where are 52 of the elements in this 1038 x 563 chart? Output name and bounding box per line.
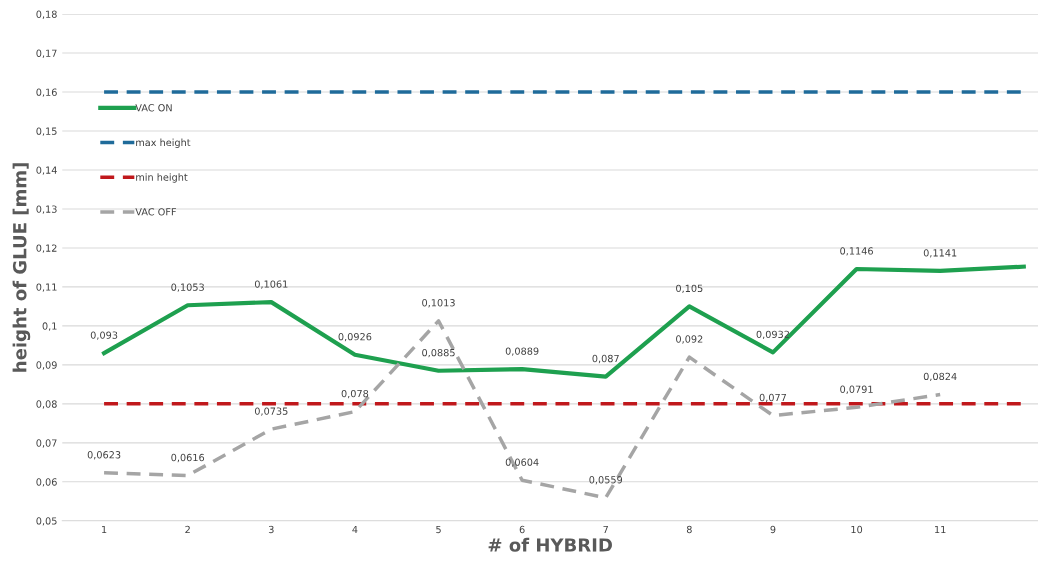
legend-label: VAC OFF [135,208,176,216]
x-tick-label: 6 [519,525,525,534]
data-label: 0,0885 [422,348,455,358]
x-tick-label: 9 [770,525,776,534]
x-tick-label: 10 [851,525,863,534]
x-tick-label: 4 [352,525,358,534]
y-tick-label: 0,14 [36,166,57,175]
data-label: 0,105 [676,284,703,294]
legend-label: min height [136,173,188,183]
data-label: 0,0889 [505,347,539,356]
y-tick-label: 0,1 [42,322,57,331]
y-tick-label: 0,16 [36,88,57,97]
data-label: 0,1146 [840,247,873,256]
data-label: 0,0559 [589,476,623,485]
legend-label: max height [136,138,191,148]
data-label: 0,0623 [87,451,121,460]
y-tick-label: 0,06 [36,478,57,487]
data-label: 0,087 [592,354,619,364]
x-tick-label: 3 [268,525,274,534]
data-label: 0,0604 [505,458,539,467]
y-tick-label: 0,17 [36,49,57,58]
data-label: 0,1013 [422,299,455,308]
data-label: 0,0824 [923,372,957,382]
data-label: 0,078 [341,389,369,399]
y-tick-label: 0,12 [36,244,57,253]
data-label: 0,093 [90,331,118,340]
data-label: 0,0926 [338,333,372,342]
y-tick-label: 0,11 [36,283,57,292]
data-label: 0,1053 [171,283,204,292]
data-label: 0,1141 [923,249,957,258]
data-label: 0,1061 [254,280,288,289]
x-tick-label: 7 [603,525,608,534]
x-tick-label: 8 [686,525,692,534]
x-axis-title: # of HYBRID [488,537,612,552]
data-label: 0,0616 [171,453,205,463]
x-tick-label: 2 [185,525,190,534]
data-label: 0,092 [676,335,703,344]
data-label: 0,0791 [840,385,873,394]
y-tick-label: 0,05 [36,517,57,526]
data-label: 0,0735 [254,407,288,416]
x-tick-label: 5 [436,525,441,534]
x-tick-label: 11 [935,525,946,534]
y-tick-label: 0,08 [36,400,57,409]
x-tick-label: 1 [102,525,107,534]
y-tick-label: 0,13 [36,205,57,214]
data-label: 0,0932 [756,330,789,339]
y-axis-title: height of GLUE [mm] [12,163,31,372]
data-label: 0,077 [759,393,787,403]
y-tick-label: 0,07 [36,439,57,448]
y-tick-label: 0,18 [36,10,57,19]
y-tick-label: 0,09 [36,361,57,370]
y-tick-label: 0,15 [36,127,57,136]
